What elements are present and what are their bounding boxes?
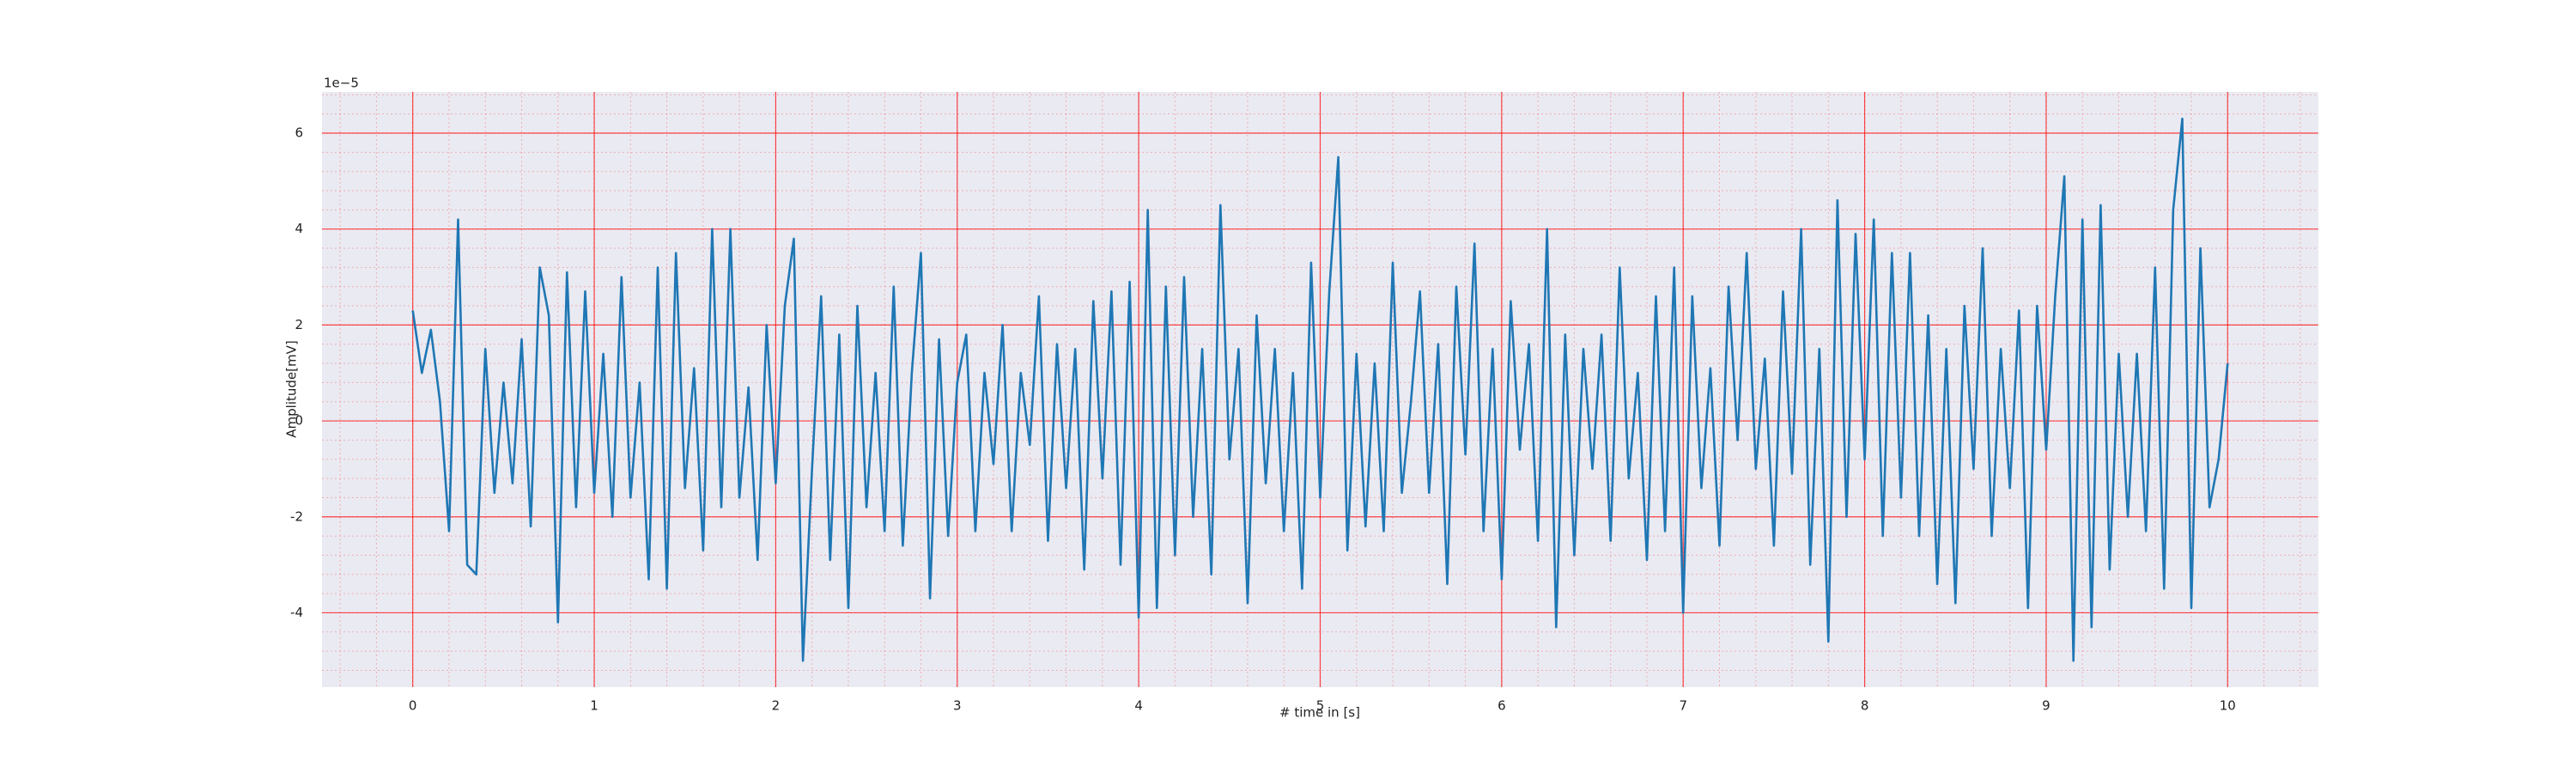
x-axis-label: # time in [s] <box>1279 705 1360 721</box>
y-tick-label: -4 <box>290 605 303 620</box>
x-tick-label: 2 <box>772 698 781 714</box>
y-tick-label: 2 <box>295 317 303 332</box>
x-tick-label: 0 <box>409 698 417 714</box>
x-tick-label: 7 <box>1679 698 1687 714</box>
x-tick-label: 8 <box>1861 698 1869 714</box>
y-tick-label: 6 <box>295 125 303 141</box>
line-series <box>411 118 2229 662</box>
y-tick-label: -2 <box>290 508 303 524</box>
x-tick-label: 6 <box>1498 698 1506 714</box>
x-tick-label: 10 <box>2220 698 2236 714</box>
x-tick-label: 1 <box>590 698 598 714</box>
x-tick-label: 9 <box>2042 698 2050 714</box>
offset-label: 1e−5 <box>324 76 359 91</box>
x-tick-label: 3 <box>953 698 962 714</box>
y-axis-label: Amplitude[mV] <box>284 340 300 437</box>
y-tick-label: 0 <box>295 413 303 429</box>
x-tick-label: 5 <box>1316 698 1325 714</box>
x-tick-label: 4 <box>1134 698 1143 714</box>
y-tick-label: 4 <box>295 221 303 236</box>
